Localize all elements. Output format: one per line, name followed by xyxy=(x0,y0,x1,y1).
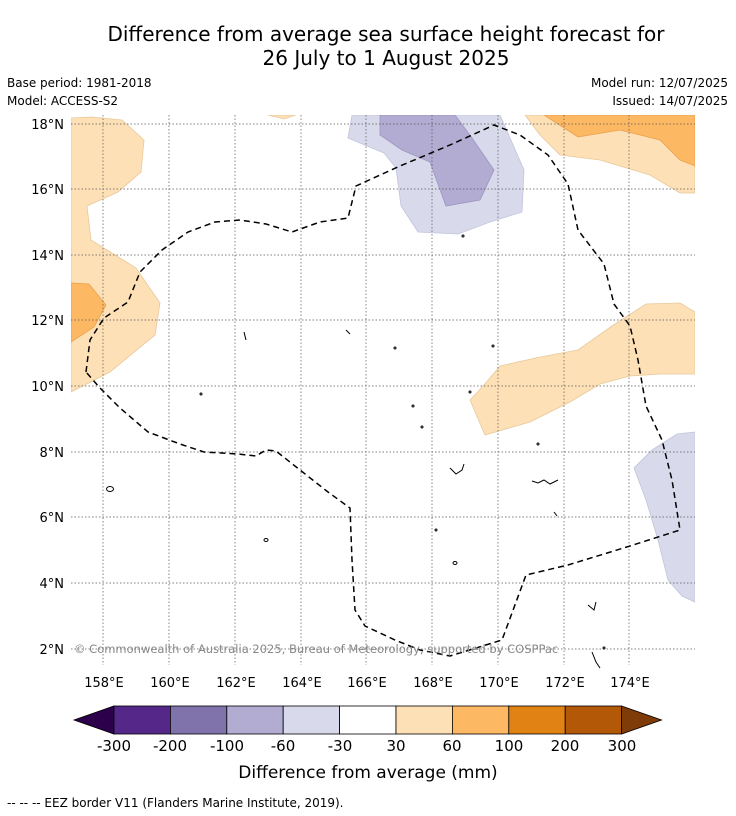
lon-label: 170°E xyxy=(479,676,519,691)
colorbar-segment xyxy=(113,705,171,735)
lon-label: 160°E xyxy=(150,676,190,691)
copyright-text: © Commonwealth of Australia 2025, Bureau… xyxy=(74,642,558,656)
colorbar-tick-label: -100 xyxy=(210,737,244,755)
lon-label: 172°E xyxy=(545,676,585,691)
anomaly-contours xyxy=(71,115,695,603)
model-run: Model run: 12/07/2025 xyxy=(590,76,728,90)
lon-label: 164°E xyxy=(282,676,322,691)
lat-label: 8°N xyxy=(40,446,65,461)
colorbar-tick-labels: -300 -200 -100 -60 -30 30 60 100 200 300 xyxy=(97,737,636,755)
lon-label: 158°E xyxy=(84,676,124,691)
lat-label: 4°N xyxy=(40,577,65,592)
colorbar-label: Difference from average (mm) xyxy=(238,763,497,783)
colorbar-segment xyxy=(226,705,284,735)
colorbar-tick-label: -200 xyxy=(153,737,187,755)
title-line-2: 26 July to 1 August 2025 xyxy=(262,46,510,70)
colorbar-tick-label: 300 xyxy=(608,737,637,755)
anomaly-region-60-100-northeast xyxy=(543,115,695,167)
anomaly-region-30-60-east xyxy=(469,302,695,436)
colorbar-segment xyxy=(339,705,397,735)
colorbar-segment xyxy=(451,705,510,735)
meta-left: Base period: 1981-2018 Model: ACCESS-S2 xyxy=(7,74,152,110)
colorbar-extend-low xyxy=(72,705,115,735)
model-name: Model: ACCESS-S2 xyxy=(7,94,119,108)
lat-label: 10°N xyxy=(31,380,64,395)
colorbar-tick-label: 30 xyxy=(386,737,405,755)
graticule xyxy=(71,115,695,665)
lat-label: 12°N xyxy=(31,314,64,329)
longitude-labels: 158°E 160°E 162°E 164°E 166°E 168°E 170°… xyxy=(84,676,650,691)
anomaly-region-60-100-west xyxy=(71,282,107,343)
lat-label: 14°N xyxy=(31,249,64,264)
colorbar-tick-label: -30 xyxy=(328,737,353,755)
colorbar-extend-high xyxy=(621,705,663,735)
colorbar-segment xyxy=(395,705,453,735)
lat-label: 16°N xyxy=(31,183,64,198)
lon-label: 174°E xyxy=(610,676,650,691)
lat-label: 18°N xyxy=(31,118,64,133)
map-title: Difference from average sea surface heig… xyxy=(0,22,736,70)
meta-right: Model run: 12/07/2025 Issued: 14/07/2025 xyxy=(591,74,728,110)
base-period: Base period: 1981-2018 xyxy=(7,76,152,90)
colorbar-segment xyxy=(564,705,623,735)
lon-label: 168°E xyxy=(413,676,453,691)
colorbar-tick-label: 60 xyxy=(442,737,461,755)
islands xyxy=(106,234,606,669)
lat-label: 2°N xyxy=(40,643,65,658)
colorbar-segment xyxy=(169,705,228,735)
anomaly-region-30-60-west xyxy=(71,116,161,393)
eez-legend-note: -- -- -- EEZ border V11 (Flanders Marine… xyxy=(7,796,344,810)
lon-label: 162°E xyxy=(216,676,256,691)
colorbar-segment xyxy=(282,705,341,735)
colorbar-tick-label: 200 xyxy=(551,737,580,755)
colorbar-tick-label: -300 xyxy=(97,737,131,755)
lat-label: 6°N xyxy=(40,511,65,526)
lon-label: 166°E xyxy=(347,676,387,691)
anomaly-region-30-60-top xyxy=(267,115,297,120)
colorbar-tick-label: 100 xyxy=(495,737,524,755)
colorbar xyxy=(72,705,663,735)
anomaly-region-neg30-neg60-southeast xyxy=(633,431,695,603)
colorbar-tick-label: -60 xyxy=(271,737,296,755)
latitude-labels: 18°N 16°N 14°N 12°N 10°N 8°N 6°N 4°N 2°N xyxy=(31,118,64,658)
title-line-1: Difference from average sea surface heig… xyxy=(107,22,665,46)
issued-date: Issued: 14/07/2025 xyxy=(612,94,728,108)
eez-border xyxy=(85,124,681,657)
colorbar-segment xyxy=(508,705,566,735)
